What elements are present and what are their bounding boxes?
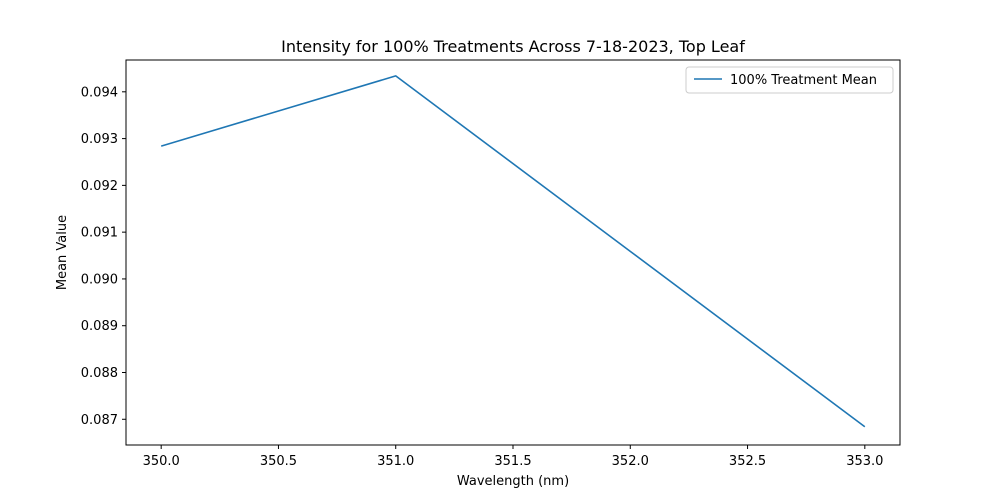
y-tick-label: 0.093	[81, 132, 118, 147]
x-tick-label: 350.5	[260, 454, 297, 469]
legend-label: 100% Treatment Mean	[730, 73, 877, 88]
x-tick-label: 352.0	[612, 454, 649, 469]
x-tick-label: 350.0	[143, 454, 180, 469]
x-tick-label: 351.5	[494, 454, 531, 469]
y-axis: 0.087 0.088 0.089 0.090 0.091 0.092 0.093 0.094	[81, 85, 126, 428]
x-tick-label: 351.0	[377, 454, 414, 469]
legend: 100% Treatment Mean	[685, 66, 894, 94]
x-axis-label: Wavelength (nm)	[457, 474, 569, 489]
y-tick-label: 0.090	[81, 272, 118, 287]
y-axis-label: Mean Value	[55, 215, 70, 290]
y-tick-label: 0.089	[81, 319, 118, 334]
legend-box	[685, 66, 894, 94]
x-tick-label: 353.0	[846, 454, 883, 469]
y-tick-label: 0.088	[81, 366, 118, 381]
x-axis: 350.0 350.5 351.0 351.5 352.0 352.5 353.0	[143, 445, 883, 469]
y-tick-label: 0.092	[81, 179, 118, 194]
x-tick-label: 352.5	[729, 454, 766, 469]
plot-frame	[125, 59, 901, 446]
chart-title: Intensity for 100% Treatments Across 7-1…	[281, 37, 745, 56]
y-tick-label: 0.087	[81, 413, 118, 428]
y-tick-label: 0.091	[81, 226, 118, 241]
plot-area	[160, 75, 866, 428]
series-line	[160, 75, 866, 428]
y-tick-label: 0.094	[81, 85, 118, 100]
